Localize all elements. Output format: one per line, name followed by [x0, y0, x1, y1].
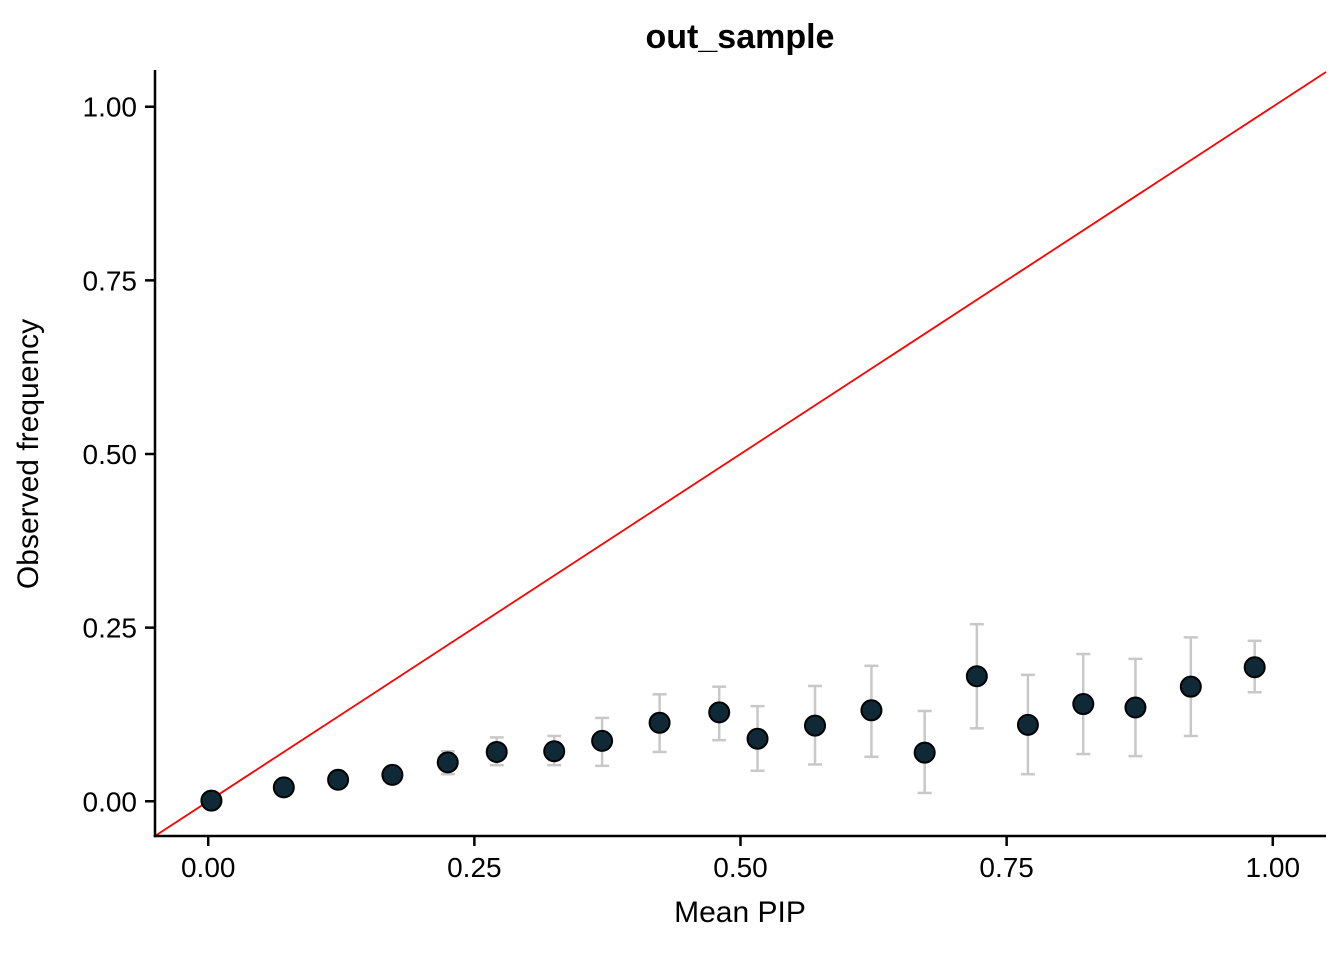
y-tick-label: 0.50 — [83, 439, 138, 470]
data-point — [1016, 713, 1039, 736]
y-tick-label: 1.00 — [83, 92, 138, 123]
y-tick-label: 0.75 — [83, 265, 138, 296]
data-point — [436, 751, 459, 774]
data-point — [1179, 675, 1202, 698]
identity-line — [154, 71, 1327, 837]
data-point — [746, 727, 769, 750]
x-axis-title: Mean PIP — [674, 896, 806, 929]
x-tick-label: 1.00 — [1246, 852, 1301, 883]
y-tick-label: 0.25 — [83, 613, 138, 644]
data-point — [648, 711, 671, 734]
x-tick-label: 0.75 — [979, 852, 1034, 883]
data-point — [860, 699, 883, 722]
x-tick-label: 0.50 — [713, 852, 768, 883]
data-point — [1124, 696, 1147, 719]
x-tick-label: 0.25 — [447, 852, 502, 883]
plot-layer: 0.00 0.25 0.50 0.75 1.00 0.00 0.25 0.50 0.75 1.00 — [83, 70, 1327, 883]
data-point — [965, 665, 988, 688]
data-point — [804, 714, 827, 737]
x-tick-label: 0.00 — [181, 852, 236, 883]
data-point — [272, 776, 295, 799]
data-point — [327, 768, 350, 791]
chart-title: out_sample — [646, 18, 835, 56]
data-point — [485, 740, 508, 763]
data-point — [543, 740, 566, 763]
y-tick-label: 0.00 — [83, 786, 138, 817]
data-point — [1072, 693, 1095, 716]
data-point — [591, 729, 614, 752]
y-axis-title: Observed frequency — [12, 319, 45, 589]
data-point — [381, 763, 404, 786]
data-point — [1243, 656, 1266, 679]
data-point — [708, 701, 731, 724]
data-point — [200, 789, 223, 812]
data-point — [913, 741, 936, 764]
